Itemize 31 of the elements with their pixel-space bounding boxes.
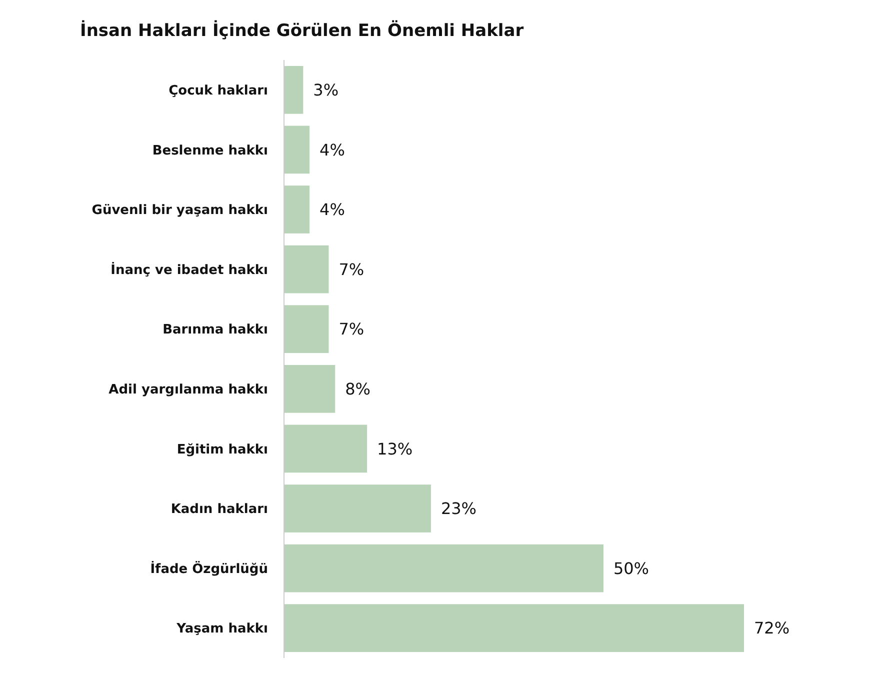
data-label: 3% <box>313 80 339 100</box>
bar <box>284 245 329 294</box>
y-tick-label: Çocuk hakları <box>168 83 268 98</box>
y-tick-label: İfade Özgürlüğü <box>150 560 268 577</box>
chart-title: İnsan Hakları İçinde Görülen En Önemli Haklar <box>80 20 524 41</box>
bar <box>284 66 304 114</box>
data-label: 23% <box>440 499 477 518</box>
y-tick-label: Yaşam hakkı <box>176 622 268 637</box>
bar <box>284 305 329 354</box>
data-label: 4% <box>320 140 345 160</box>
data-label: 50% <box>613 558 650 578</box>
data-label: 7% <box>338 320 364 339</box>
bar <box>284 484 431 532</box>
bar <box>284 424 368 473</box>
y-tick-label: Kadın hakları <box>170 502 268 518</box>
data-label: 72% <box>754 618 790 638</box>
bar <box>284 364 336 413</box>
bar <box>284 126 310 174</box>
y-tick-label: Barınma hakkı <box>162 322 268 338</box>
bar <box>284 544 604 592</box>
bar <box>284 186 310 234</box>
y-tick-label: Adil yargılanma hakkı <box>108 382 268 398</box>
y-tick-label: Eğitim hakkı <box>176 442 268 458</box>
data-label: 7% <box>338 260 364 279</box>
data-label: 13% <box>377 439 413 458</box>
y-tick-label: İnanç ve ibadet hakkı <box>110 260 268 278</box>
y-tick-label: Güvenli bir yaşam hakkı <box>92 203 268 218</box>
y-tick-label: Beslenme hakkı <box>152 143 268 158</box>
bar <box>284 604 744 652</box>
data-label: 8% <box>345 380 370 398</box>
data-label: 4% <box>320 200 345 220</box>
